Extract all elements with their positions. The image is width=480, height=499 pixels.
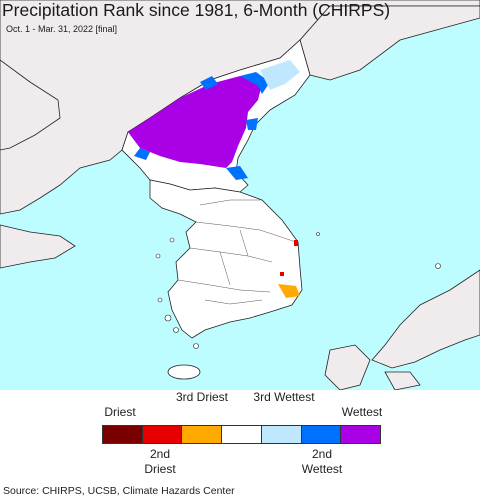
precipitation-map xyxy=(0,0,480,390)
legend-label-driest: Driest xyxy=(104,405,136,419)
legend-label-third-wettest: 3rd Wettest xyxy=(253,390,315,404)
japan-honshu xyxy=(371,269,480,369)
legend-swatch-second-driest xyxy=(142,426,183,443)
shandong-peninsula xyxy=(0,224,76,269)
legend-swatch-normal xyxy=(222,426,262,443)
russia-land xyxy=(299,5,480,81)
legend-swatch-driest xyxy=(103,426,143,443)
source-credit: Source: CHIRPS, UCSB, Climate Hazards Ce… xyxy=(3,485,235,497)
jeju-island xyxy=(167,364,201,380)
legend-label-wettest: Wettest xyxy=(341,405,383,419)
liaodong-coast xyxy=(0,59,61,151)
legend-color-bar xyxy=(102,425,381,444)
legend-swatch-third-wettest xyxy=(261,426,302,443)
north-korea-second-wettest-area xyxy=(134,72,270,180)
legend-label-second-driest: 2nd Driest xyxy=(144,447,176,476)
east-coast-spots xyxy=(280,240,298,276)
legend-label-third-driest: 3rd Driest xyxy=(175,390,228,404)
north-korea-pale-area xyxy=(260,60,300,90)
southeast-mixed-spots xyxy=(278,284,300,298)
japan-kyushu xyxy=(324,344,371,390)
legend-swatch-third-driest xyxy=(182,426,223,443)
legend-swatch-wettest xyxy=(341,426,381,443)
page-title: Precipitation Rank since 1981, 6-Month (… xyxy=(2,0,391,20)
legend-label-second-wettest: 2nd Wettest xyxy=(301,447,343,476)
japan-shikoku xyxy=(384,371,421,390)
north-korea-wettest-area xyxy=(128,76,262,168)
page-subtitle: Oct. 1 - Mar. 31, 2022 [final] xyxy=(6,24,118,34)
south-korea-land xyxy=(149,179,303,339)
province-boundaries xyxy=(177,199,297,305)
islands xyxy=(155,232,441,349)
legend-swatch-second-wettest xyxy=(301,426,342,443)
